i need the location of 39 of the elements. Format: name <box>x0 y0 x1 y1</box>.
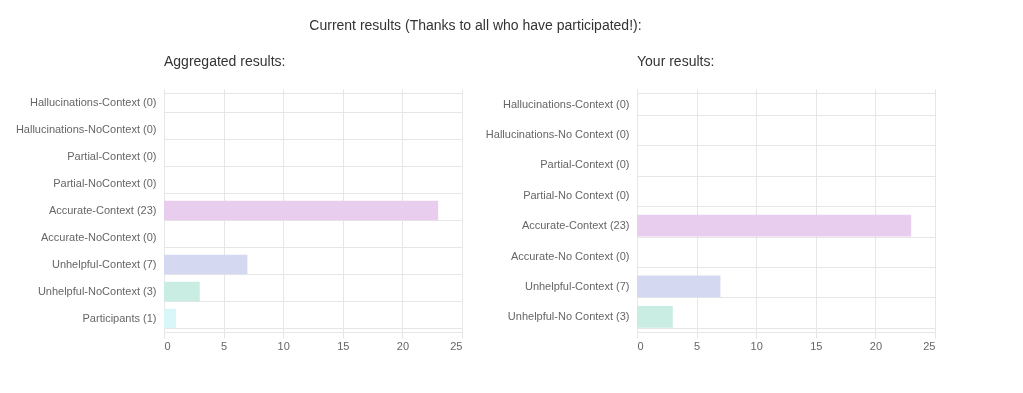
x-tick-label: 15 <box>810 339 823 352</box>
y-tick-label: Unhelpful-Context (7) <box>51 258 157 270</box>
x-tick-label: 5 <box>221 339 228 352</box>
y-tick-label: Hallucinations-No Context (0) <box>485 128 630 141</box>
chart-title: Your results: <box>637 53 715 69</box>
text: Current results (Thanks to all who have participated!): <box>309 17 642 33</box>
x-tick-label: 15 <box>337 339 350 352</box>
y-tick-label: Hallucinations-NoContext (0) <box>15 123 157 135</box>
x-tick-label: 20 <box>396 339 410 352</box>
y-tick-label: Unhelpful-No Context (3) <box>507 310 630 323</box>
bar <box>164 308 176 329</box>
y-tick-label: Partial-Context (0) <box>67 150 157 162</box>
bar <box>164 254 248 275</box>
x-tick-label: 10 <box>750 339 763 352</box>
chart-title: Aggregated results: <box>164 53 286 69</box>
y-tick-label: Accurate-Context (23) <box>521 219 630 232</box>
x-tick-label: 10 <box>277 339 290 352</box>
y-tick-label: Unhelpful-NoContext (3) <box>37 285 157 297</box>
y-tick-label: Partial-Context (0) <box>540 158 630 171</box>
x-tick-label: 25 <box>923 339 936 352</box>
x-tick-label: 20 <box>869 339 883 352</box>
y-tick-label: Partial-No Context (0) <box>523 188 630 201</box>
bar <box>637 275 721 298</box>
y-tick-label: Participants (1) <box>82 312 157 324</box>
bar <box>637 305 673 328</box>
bar <box>164 200 439 221</box>
x-tick-label: 0 <box>637 339 644 352</box>
y-tick-label: Hallucinations-Context (0) <box>502 97 630 110</box>
y-tick-label: Partial-NoContext (0) <box>53 177 157 189</box>
y-tick-label: Accurate-Context (23) <box>48 204 157 216</box>
y-tick-label: Hallucinations-Context (0) <box>29 96 157 108</box>
x-tick-label: 0 <box>164 339 171 352</box>
y-tick-label: Unhelpful-Context (7) <box>524 279 630 292</box>
bar <box>637 214 912 237</box>
bar <box>164 281 200 302</box>
y-tick-label: Accurate-NoContext (0) <box>40 231 157 243</box>
x-tick-label: 5 <box>694 339 701 352</box>
x-tick-label: 25 <box>450 339 463 352</box>
y-tick-label: Accurate-No Context (0) <box>510 249 630 262</box>
